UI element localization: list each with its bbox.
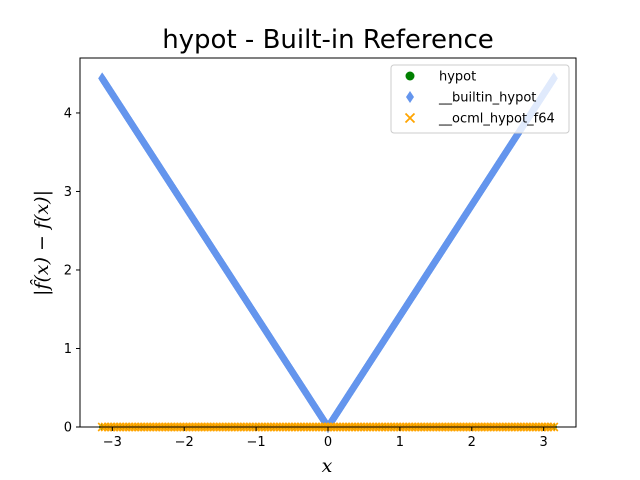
- y-tick-label: 0: [64, 421, 72, 436]
- series-builtin-hypot: [98, 72, 558, 433]
- chart-title: hypot - Built-in Reference: [162, 25, 494, 55]
- y-tick-label: 4: [64, 106, 72, 121]
- x-tick-label: −3: [103, 435, 122, 450]
- axes: −3 −2 −1 0 1 2 3 0 1 2 3 4: [64, 57, 577, 450]
- legend-marker-hypot: [405, 71, 415, 81]
- plot-area: [97, 72, 559, 433]
- x-tick-label: 2: [468, 435, 476, 450]
- legend-label: hypot: [439, 70, 476, 85]
- x-tick-label: 3: [540, 435, 548, 450]
- y-tick-label: 1: [64, 342, 72, 357]
- legend: hypot __builtin_hypot __ocml_hypot_f64: [390, 64, 570, 134]
- x-tick-label: −1: [247, 435, 266, 450]
- legend-label: __builtin_hypot: [438, 91, 536, 106]
- x-tick-label: 0: [324, 435, 332, 450]
- y-axis-label: |f̂(x) − f(x)|: [30, 190, 53, 296]
- x-tick-label: −2: [175, 435, 194, 450]
- legend-marker-builtin-hypot: [406, 91, 414, 103]
- x-axis-label: x: [322, 455, 333, 477]
- legend-frame: [390, 64, 570, 134]
- legend-marker-ocml-hypot-f64: [404, 112, 416, 124]
- x-tick-label: 1: [396, 435, 404, 450]
- legend-label: __ocml_hypot_f64: [438, 112, 555, 127]
- y-tick-label: 3: [64, 185, 72, 200]
- y-tick-label: 2: [64, 263, 72, 278]
